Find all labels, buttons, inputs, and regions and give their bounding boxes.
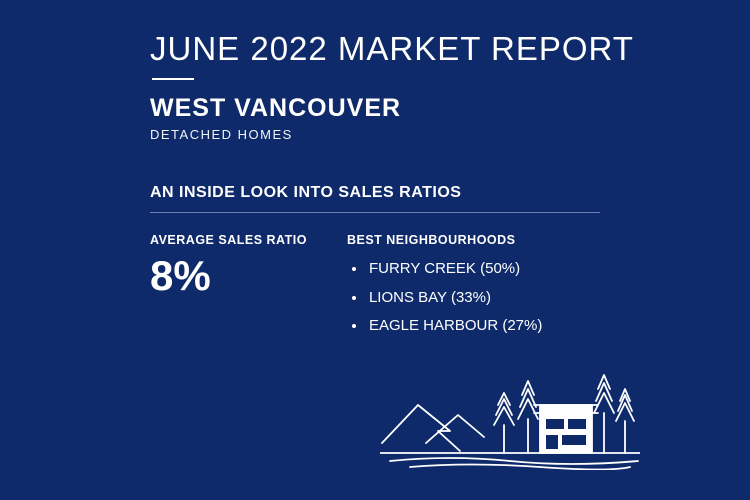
section-heading: AN INSIDE LOOK INTO SALES RATIOS [150,184,600,202]
best-neighbourhoods-block: BEST NEIGHBOURHOODS FURRY CREEK (50%) LI… [347,233,542,341]
report-title: JUNE 2022 MARKET REPORT [150,30,600,68]
best-neighbourhoods-label: BEST NEIGHBOURHOODS [347,233,542,247]
landscape-illustration-icon [380,365,640,470]
list-item: LIONS BAY (33%) [367,284,542,313]
average-ratio-label: AVERAGE SALES RATIO [150,233,307,247]
list-item: EAGLE HARBOUR (27%) [367,312,542,341]
title-underline [152,78,194,80]
region-name: WEST VANCOUVER [150,94,600,123]
property-type: DETACHED HOMES [150,127,600,142]
average-ratio-block: AVERAGE SALES RATIO 8% [150,233,307,341]
section-divider [150,212,600,213]
best-neighbourhoods-list: FURRY CREEK (50%) LIONS BAY (33%) EAGLE … [347,255,542,341]
average-ratio-value: 8% [150,255,307,297]
report-card: JUNE 2022 MARKET REPORT WEST VANCOUVER D… [0,0,600,341]
list-item: FURRY CREEK (50%) [367,255,542,284]
ratio-columns: AVERAGE SALES RATIO 8% BEST NEIGHBOURHOO… [150,233,600,341]
